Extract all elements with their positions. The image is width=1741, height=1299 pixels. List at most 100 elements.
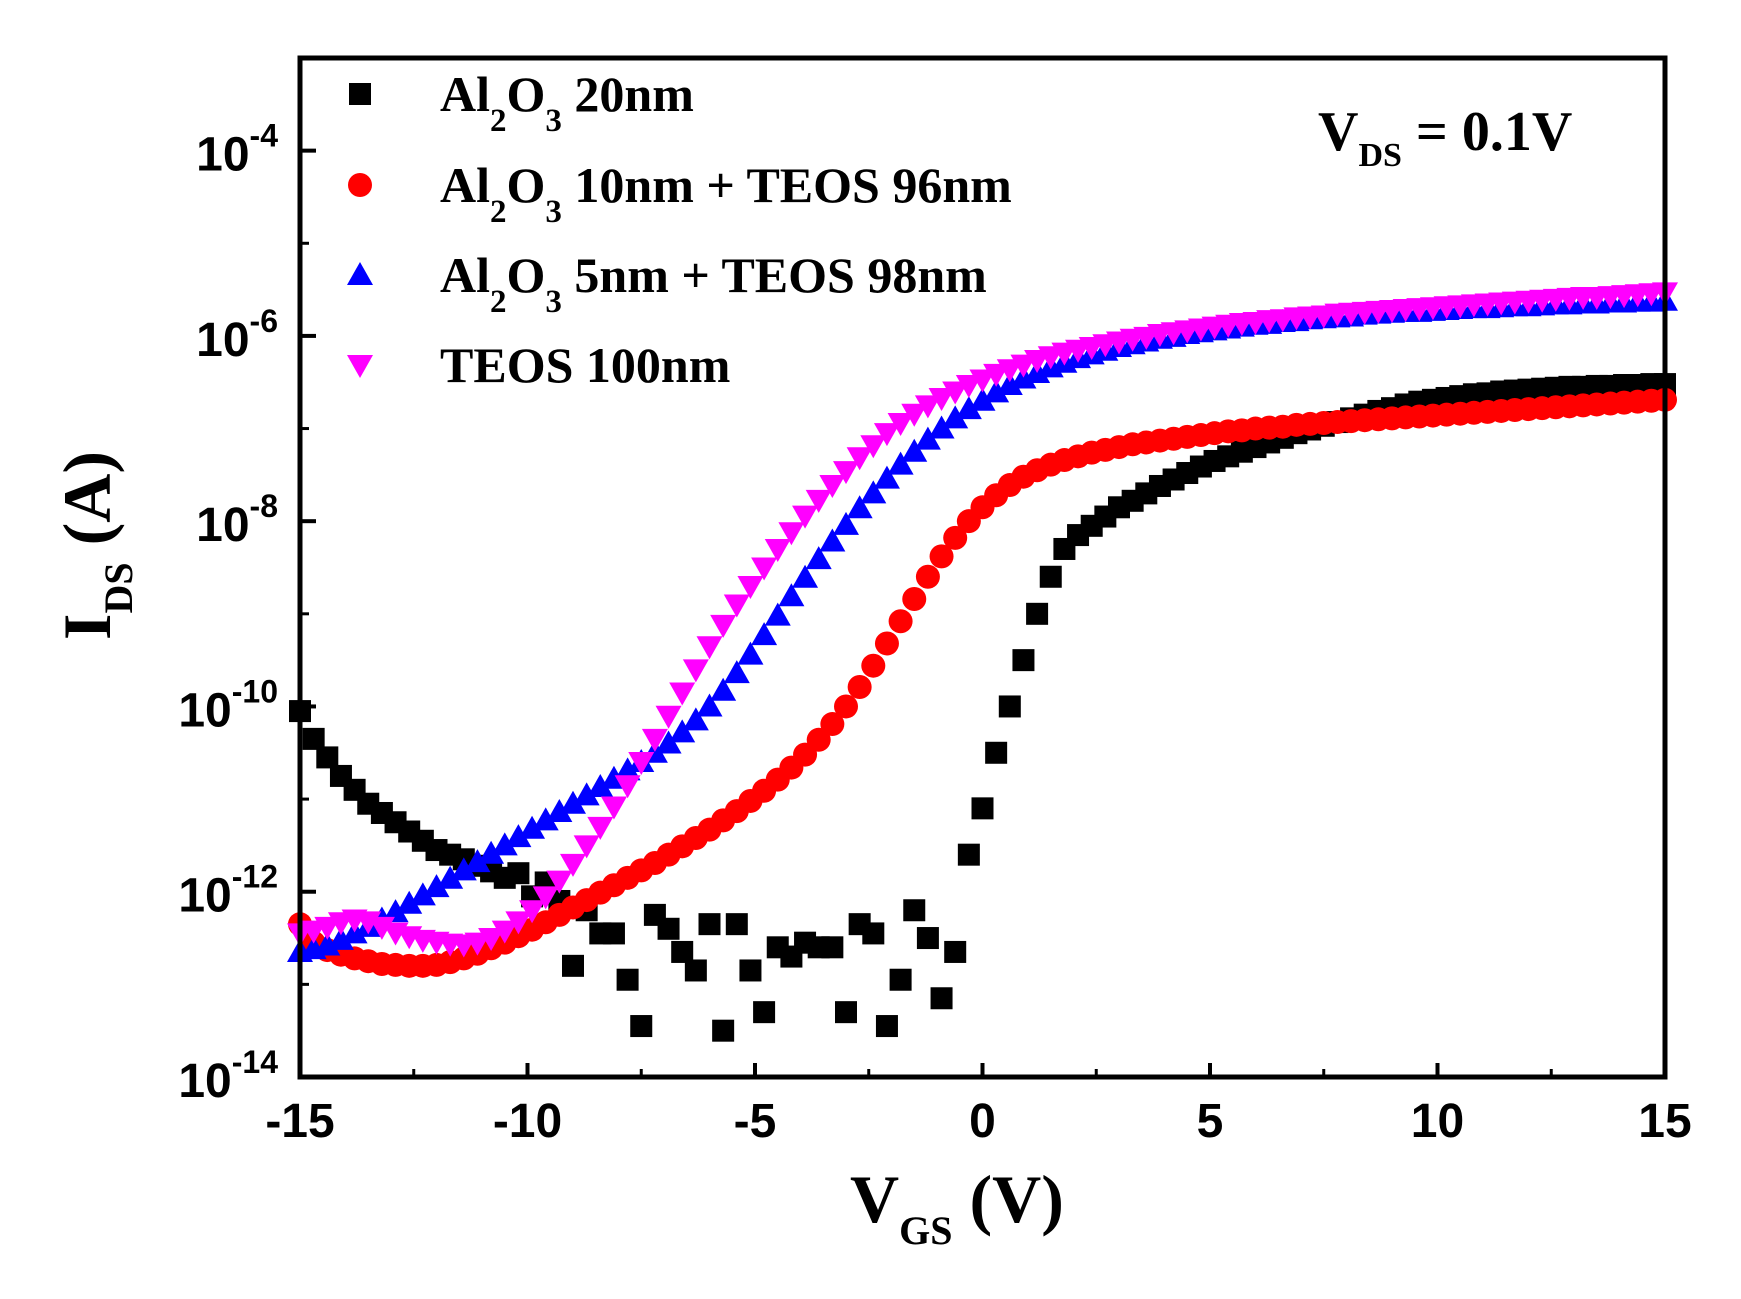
data-point	[684, 959, 707, 982]
data-point	[996, 359, 1023, 383]
data-point	[519, 815, 546, 839]
data-point	[805, 489, 832, 513]
data-point	[942, 405, 969, 429]
data-point	[737, 641, 764, 665]
data-point	[532, 807, 559, 831]
data-point	[491, 920, 518, 944]
data-point	[914, 426, 941, 450]
data-point	[655, 730, 682, 754]
data-point	[764, 538, 791, 562]
data-point	[396, 890, 423, 914]
data-point	[614, 775, 641, 799]
data-point	[546, 870, 573, 894]
series-0	[289, 373, 1676, 1042]
data-point	[833, 511, 859, 535]
data-point	[698, 913, 721, 936]
data-point	[914, 395, 941, 419]
data-point	[860, 435, 887, 459]
data-point	[887, 451, 914, 475]
data-point	[751, 557, 778, 581]
y-title-unit: (A)	[49, 451, 125, 562]
data-point	[478, 840, 505, 864]
legend-marker	[348, 173, 372, 197]
data-point	[710, 677, 737, 701]
data-point	[902, 586, 927, 611]
plot-frame	[297, 55, 1668, 1080]
vds-annotation: VDS = 0.1V	[1318, 101, 1572, 174]
data-point	[560, 853, 586, 877]
legend-label: Al2O3 5nm + TEOS 98nm	[440, 247, 987, 320]
y-axis-title: IDS (A)	[49, 451, 141, 640]
data-point	[860, 480, 887, 504]
data-point	[710, 614, 737, 638]
data-point	[888, 609, 913, 634]
data-point	[957, 843, 980, 866]
data-point	[505, 911, 532, 935]
data-point	[327, 926, 354, 950]
data-point	[682, 659, 709, 683]
data-point	[873, 465, 900, 489]
data-point	[985, 741, 1008, 764]
data-point	[1039, 565, 1062, 588]
annotation-sub: DS	[1358, 137, 1401, 174]
data-point	[314, 916, 341, 940]
data-point	[464, 932, 491, 956]
data-point	[316, 746, 339, 769]
data-point	[573, 782, 600, 806]
data-point	[928, 415, 955, 439]
data-point	[955, 396, 982, 420]
data-point	[641, 728, 668, 752]
data-point	[505, 824, 532, 848]
data-point	[847, 675, 872, 700]
data-point	[930, 987, 953, 1010]
legend-label: TEOS 100nm	[440, 337, 730, 393]
y-tick-label: 10-12	[178, 859, 278, 923]
legend: Al2O3 20nm Al2O3 10nm + TEOS 96nm Al2O3 5n…	[347, 66, 1012, 393]
data-point	[915, 564, 940, 589]
x-tick-label: -5	[734, 1095, 777, 1148]
data-point	[969, 387, 996, 411]
series-3	[287, 282, 1678, 958]
data-point	[478, 928, 505, 952]
data-point	[628, 752, 655, 776]
data-point	[983, 363, 1010, 387]
data-point	[562, 954, 584, 977]
x-title-main: V	[850, 1161, 899, 1237]
data-point	[821, 936, 844, 959]
data-point	[464, 849, 491, 873]
data-point	[983, 379, 1010, 403]
data-point	[820, 712, 845, 737]
y-title-sub: DS	[96, 562, 141, 613]
data-point	[587, 816, 614, 840]
data-point	[682, 707, 709, 731]
legend-label: Al2O3 20nm	[440, 66, 694, 139]
data-point	[928, 387, 955, 411]
y-tick-label: 10-8	[196, 488, 278, 552]
data-point	[764, 602, 791, 626]
data-point	[602, 922, 625, 945]
legend-marker	[347, 262, 373, 285]
y-tick-label: 10-10	[178, 673, 278, 737]
data-point	[1012, 649, 1035, 672]
x-axis-title: VGS (V)	[850, 1161, 1064, 1253]
annotation-main: V	[1318, 101, 1358, 163]
data-point	[614, 757, 641, 781]
data-point	[696, 693, 723, 717]
data-point	[805, 546, 832, 570]
data-point	[862, 922, 885, 945]
x-tick-labels: -15 -10 -5 0 5 10 15	[265, 1095, 1691, 1148]
data-point	[846, 447, 873, 471]
data-point	[996, 372, 1023, 396]
data-point	[901, 403, 928, 427]
x-tick-label: 5	[1197, 1095, 1224, 1148]
data-point	[600, 796, 627, 820]
x-tick-label: 10	[1411, 1095, 1464, 1148]
data-point	[437, 865, 464, 889]
x-tick-label: -10	[493, 1095, 562, 1148]
data-point	[846, 495, 873, 519]
data-point	[916, 927, 939, 950]
data-point	[1010, 354, 1037, 378]
data-point	[942, 381, 969, 405]
data-point	[873, 423, 900, 447]
data-point	[833, 461, 859, 485]
